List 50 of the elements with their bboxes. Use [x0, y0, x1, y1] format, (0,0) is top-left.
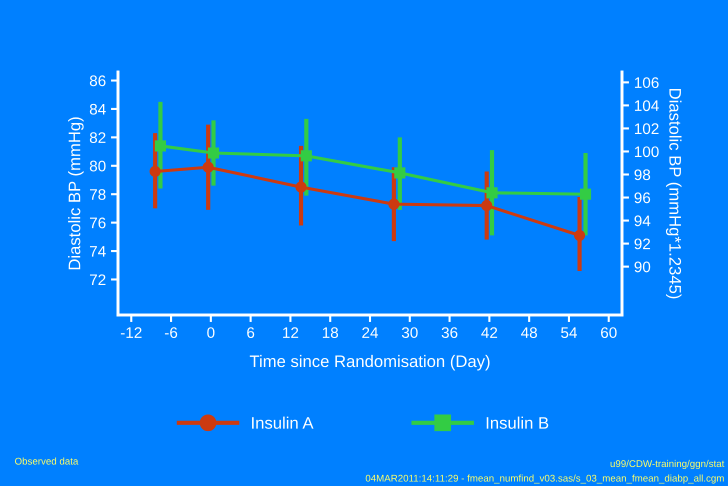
y-tick-label: 74: [90, 246, 106, 257]
x-tick-label: 36: [442, 327, 458, 338]
x-tick-label: 18: [322, 327, 338, 338]
point: [295, 182, 307, 193]
point: [574, 230, 586, 241]
y2-axis-title: Diastolic BP (mmHg*1.2345): [666, 88, 682, 298]
x-tick-label: 30: [402, 327, 418, 338]
x-tick-label: 60: [601, 327, 617, 338]
y-tick-label: 72: [90, 274, 106, 286]
y2-tick-label: 102: [634, 123, 659, 134]
point: [300, 150, 312, 162]
x-tick-label: -6: [164, 327, 178, 338]
text: u99/CDW-training/ggn/stat: [610, 460, 724, 469]
x-tick-label: 6: [247, 327, 254, 338]
point: [580, 188, 592, 200]
point: [150, 166, 161, 178]
y2-tick-label: 94: [634, 215, 650, 226]
y2-tick-label: 92: [634, 238, 650, 250]
legend-label: Insulin A: [252, 416, 314, 429]
x-tick-label: 0: [207, 327, 214, 338]
x-tick-label: 54: [561, 327, 577, 338]
x-tick-label: 12: [283, 327, 298, 338]
y-axis-title: Diastolic BP (mmHg): [68, 117, 84, 270]
x-axis-title: Time since Randomisation (Day): [250, 354, 490, 370]
y-tick-label: 84: [90, 104, 106, 115]
y2-tick-label: 90: [634, 262, 650, 272]
point: [394, 167, 406, 178]
point: [486, 187, 498, 198]
point: [388, 198, 400, 210]
y-tick-label: 80: [90, 160, 106, 172]
point: [481, 200, 492, 212]
x-tick-label: -12: [120, 327, 142, 338]
point: [208, 147, 220, 159]
text: 04MAR2011:14:11:29 - fmean_numfind_v03.sas/s_03_mean_fmean_diabp_all.cgm: [366, 474, 724, 484]
y-tick-label: 82: [90, 132, 106, 144]
y-tick-label: 86: [90, 75, 106, 86]
y2-tick-label: 106: [634, 77, 659, 88]
y2-tick-label: 104: [634, 100, 659, 112]
legend-label: Insulin B: [486, 416, 548, 429]
text: Observed data: [15, 457, 78, 465]
y2-tick-label: 96: [634, 192, 650, 204]
x-tick-label: 24: [362, 327, 378, 338]
y-tick-label: 78: [90, 189, 106, 200]
x-tick-label: 42: [481, 327, 498, 338]
point: [202, 162, 214, 173]
y2-tick-label: 100: [634, 146, 659, 158]
point: [154, 140, 166, 152]
y-tick-label: 76: [90, 218, 106, 228]
y2-tick-label: 98: [634, 169, 650, 180]
x-tick-label: 48: [521, 327, 537, 338]
